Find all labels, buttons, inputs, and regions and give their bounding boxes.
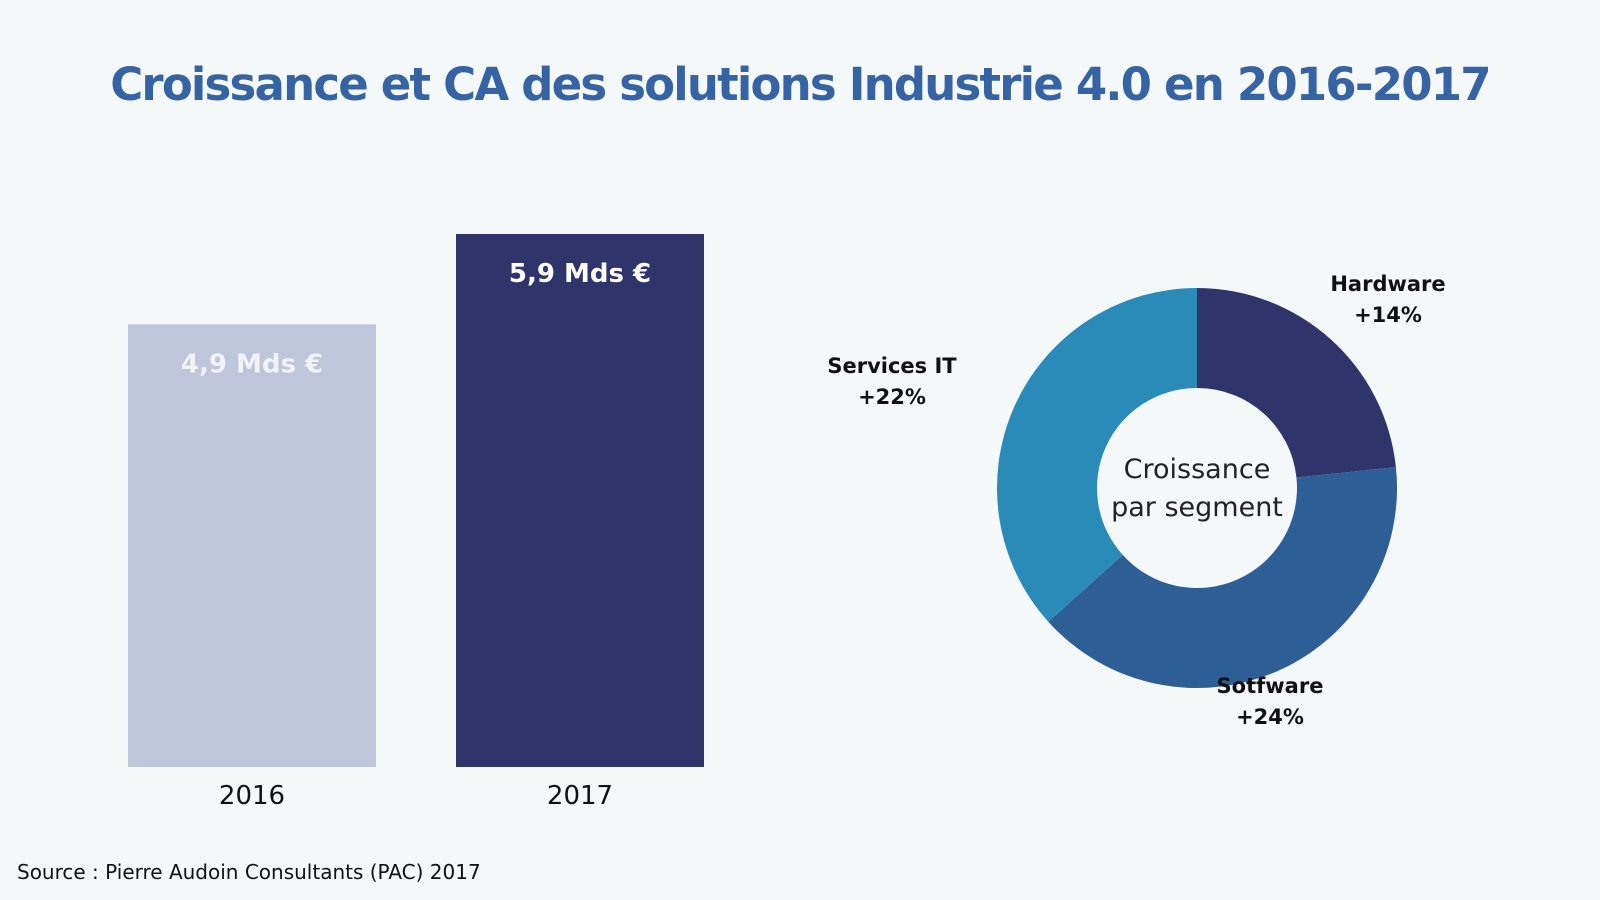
slice-name-label: Services IT bbox=[827, 354, 957, 378]
x-tick-label: 2016 bbox=[219, 781, 285, 811]
donut-center-label: Croissance par segment bbox=[1111, 454, 1283, 523]
donut-chart: Croissance par segment Hardware +14% Sotfwar… bbox=[827, 272, 1445, 729]
x-tick-label: 2017 bbox=[547, 781, 613, 811]
slice-value-label: +14% bbox=[1354, 303, 1422, 327]
page-title: Croissance et CA des solutions Industrie… bbox=[110, 58, 1491, 111]
bar-data-label: 4,9 Mds € bbox=[181, 349, 323, 379]
slice-services-it bbox=[997, 288, 1197, 622]
bar-chart: 4,9 Mds € 2016 5,9 Mds € 2017 bbox=[128, 234, 704, 811]
source-note: Source : Pierre Audoin Consultants (PAC)… bbox=[17, 860, 481, 884]
bar-data-label: 5,9 Mds € bbox=[509, 259, 651, 289]
slice-value-label: +24% bbox=[1236, 705, 1304, 729]
slice-value-label: +22% bbox=[858, 385, 926, 409]
slice-sotfware bbox=[1048, 467, 1397, 688]
slice-hardware bbox=[1197, 288, 1396, 478]
bar-2016 bbox=[128, 324, 376, 767]
slice-name-label: Sotfware bbox=[1217, 674, 1324, 698]
slice-name-label: Hardware bbox=[1330, 272, 1445, 296]
bar-2017 bbox=[456, 234, 704, 767]
